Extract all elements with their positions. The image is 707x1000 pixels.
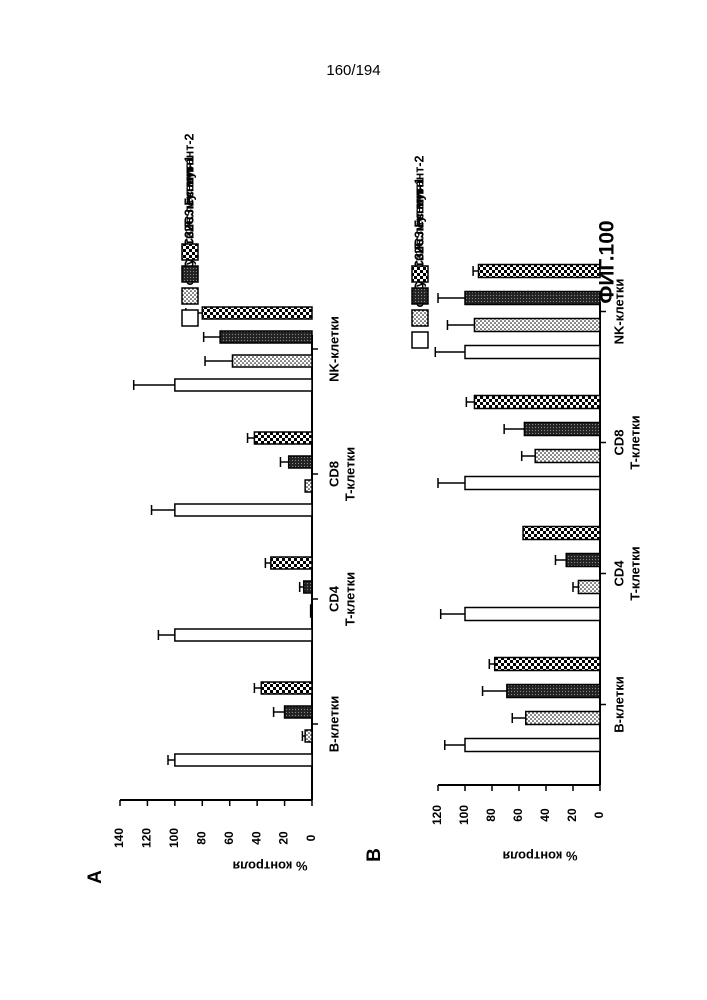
bar [507, 685, 600, 698]
legend-swatch [182, 244, 198, 260]
bar [465, 739, 600, 752]
bar [232, 355, 312, 367]
category-label: CD8 [326, 461, 341, 487]
value-tick-label: 40 [249, 831, 263, 845]
bar [175, 754, 312, 766]
category-label: CD4 [326, 585, 341, 612]
figure-label: ФИГ.100 [596, 220, 619, 303]
figure-canvas: 020406080100120140% контроляB-клеткиCD4T… [0, 0, 707, 1000]
bar [578, 581, 600, 594]
bar [254, 432, 312, 444]
bar [271, 557, 312, 569]
legend-label: 2C3 Fc мутант-2 [182, 133, 196, 232]
value-tick-label: 60 [222, 831, 236, 845]
bar [304, 581, 312, 593]
bar [465, 346, 600, 359]
value-tick-label: 0 [304, 834, 318, 841]
bar [202, 307, 312, 319]
bar [311, 605, 312, 617]
legend-swatch [182, 310, 198, 326]
bar [465, 608, 600, 621]
bar [495, 658, 600, 671]
bar [566, 554, 600, 567]
legend-swatch [412, 288, 428, 304]
bar [465, 477, 600, 490]
bar [479, 265, 601, 278]
value-tick-label: 60 [511, 808, 525, 822]
value-axis-label: % контроля [502, 849, 577, 864]
category-label: B-клетки [326, 696, 341, 752]
bar [305, 730, 312, 742]
bar [175, 629, 312, 641]
bar [474, 396, 600, 409]
bar [175, 504, 312, 516]
category-label: T-клетки [342, 572, 357, 626]
bar [535, 450, 600, 463]
value-tick-label: 100 [167, 828, 181, 848]
bar [524, 423, 600, 436]
category-label: CD4 [611, 560, 626, 587]
bar [526, 712, 600, 725]
value-tick-label: 120 [430, 805, 444, 825]
panel-letter: A [85, 870, 106, 884]
value-tick-label: 140 [112, 828, 126, 848]
bar [289, 456, 312, 468]
category-label: T-клетки [627, 415, 642, 469]
value-tick-label: 120 [140, 828, 154, 848]
bar [523, 527, 600, 540]
bar [285, 706, 312, 718]
bar [474, 319, 600, 332]
bar [220, 331, 312, 343]
value-tick-label: 0 [592, 811, 606, 818]
panel-letter: B [364, 848, 385, 862]
category-label: T-клетки [342, 447, 357, 501]
legend-swatch [182, 288, 198, 304]
legend-swatch [412, 310, 428, 326]
category-label: CD8 [611, 429, 626, 455]
value-tick-label: 80 [194, 831, 208, 845]
value-tick-label: 40 [538, 808, 552, 822]
value-axis-label: % контроля [232, 859, 307, 874]
value-tick-label: 100 [457, 805, 471, 825]
legend-swatch [412, 332, 428, 348]
bar [261, 682, 312, 694]
category-label: B-клетки [611, 676, 626, 732]
value-tick-label: 20 [277, 831, 291, 845]
bar [465, 292, 600, 305]
category-label: NK-клетки [326, 316, 341, 382]
bar [175, 379, 312, 391]
category-label: T-клетки [627, 546, 642, 600]
panel-a: 020406080100120140% контроляB-клеткиCD4T… [85, 133, 357, 883]
legend-label: 2C3 Fc мутант-2 [412, 155, 426, 254]
value-tick-label: 20 [565, 808, 579, 822]
legend-swatch [182, 266, 198, 282]
legend-swatch [412, 266, 428, 282]
bar [305, 480, 312, 492]
value-tick-label: 80 [484, 808, 498, 822]
